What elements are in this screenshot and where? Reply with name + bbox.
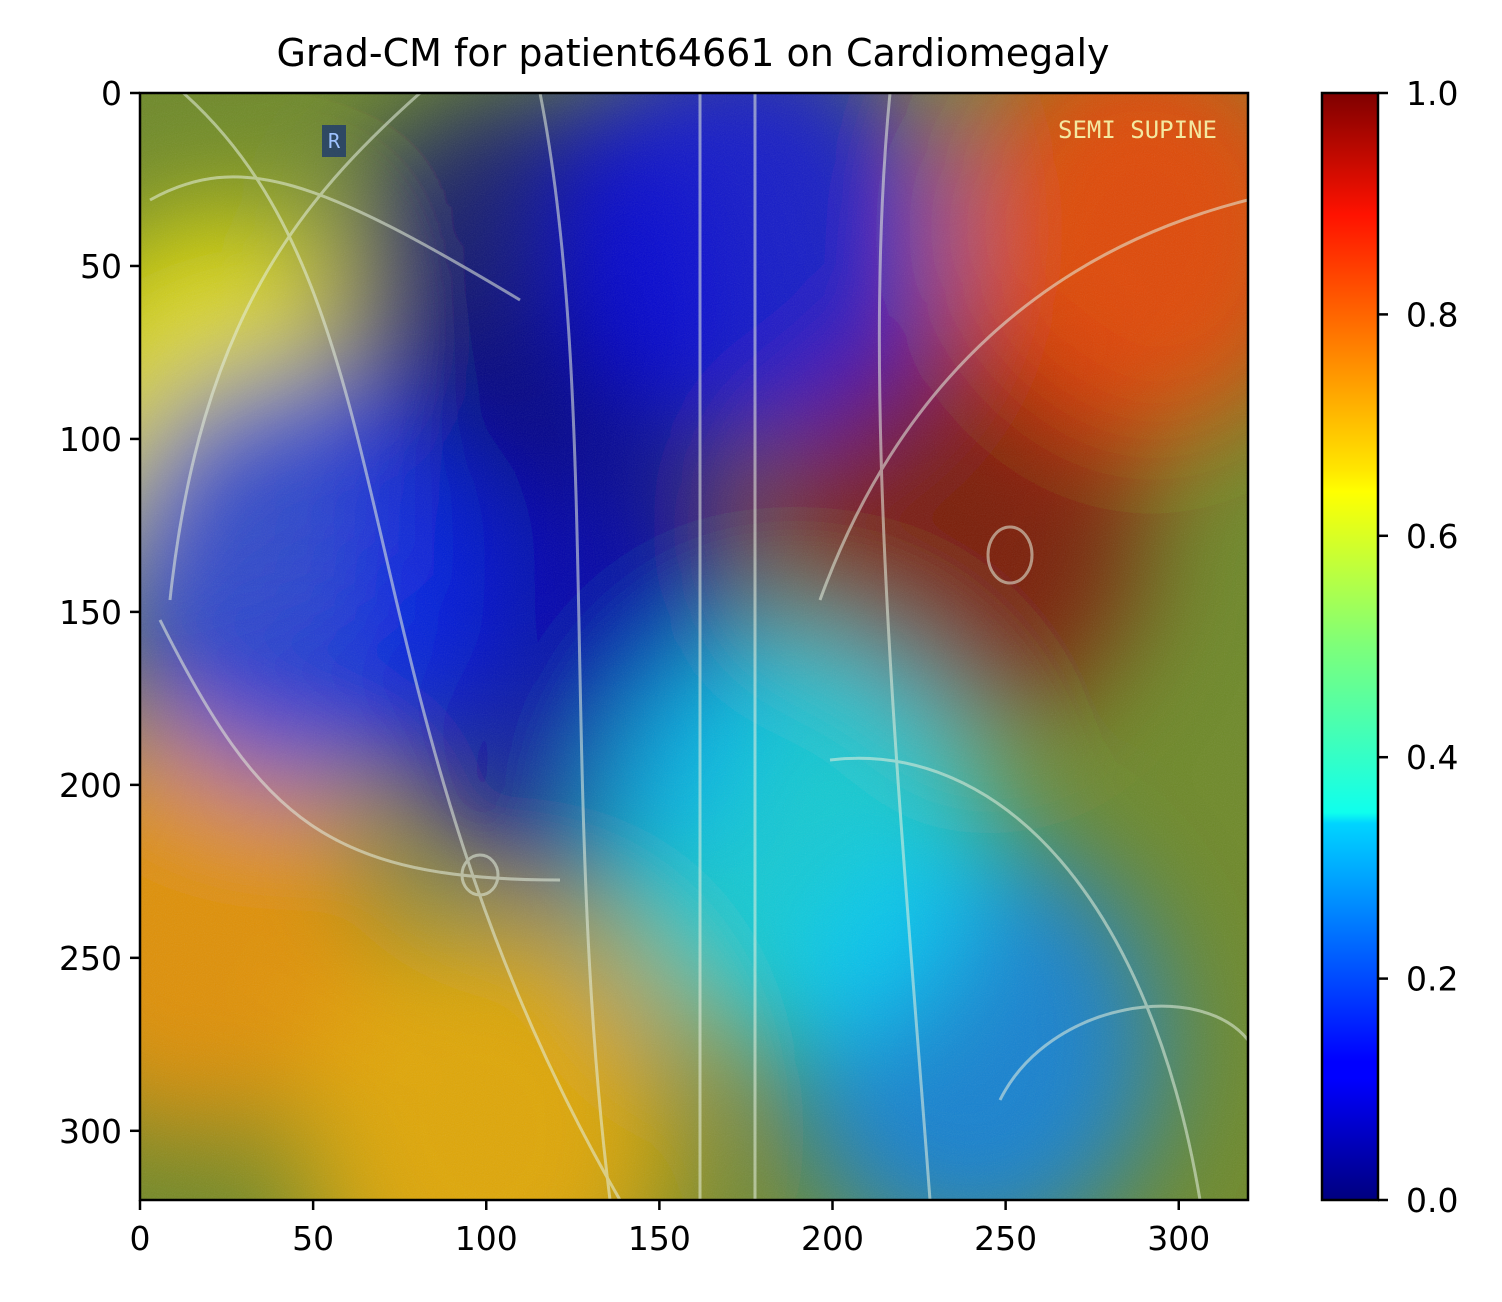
plot-frame <box>138 91 1250 1202</box>
xray-grain <box>140 93 1248 1200</box>
y-tick-label: 100 <box>59 420 122 459</box>
x-tick-label: 200 <box>801 1219 864 1258</box>
x-axis: 0 50 100 150 200 250 300 <box>130 1200 1210 1258</box>
y-tick-label: 50 <box>80 247 122 286</box>
colorbar-tick-label: 0.2 <box>1406 960 1458 999</box>
xray-position-label: SEMI SUPINE <box>1058 116 1217 144</box>
y-axis: 0 50 100 150 200 250 300 <box>59 74 140 1151</box>
x-tick-label: 50 <box>292 1219 334 1258</box>
colorbar-tick-label: 0.4 <box>1406 738 1458 777</box>
y-tick-label: 300 <box>59 1112 122 1151</box>
x-tick-label: 100 <box>455 1219 518 1258</box>
x-tick-label: 300 <box>1147 1219 1210 1258</box>
colorbar-tick-label: 0.8 <box>1406 295 1458 334</box>
y-tick-label: 200 <box>59 766 122 805</box>
colorbar-ticks: 0.0 0.2 0.4 0.6 0.8 1.0 <box>1378 74 1458 1220</box>
y-tick-label: 250 <box>59 939 122 978</box>
xray-marker-r: R <box>322 125 346 157</box>
chart-title: Grad-CM for patient64661 on Cardiomegaly <box>276 31 1109 75</box>
y-tick-label: 150 <box>59 593 122 632</box>
plot-area: R SEMI SUPINE <box>140 93 1248 1200</box>
colorbar-tick-label: 0.0 <box>1406 1181 1458 1220</box>
colorbar-tick-label: 0.6 <box>1406 517 1458 556</box>
x-tick-label: 150 <box>628 1219 691 1258</box>
x-tick-label: 250 <box>974 1219 1037 1258</box>
x-tick-label: 0 <box>130 1219 151 1258</box>
colorbar-tick-label: 1.0 <box>1406 74 1458 113</box>
y-tick-label: 0 <box>101 74 122 113</box>
xray-marker-r-text: R <box>328 129 341 153</box>
colorbar <box>1320 91 1380 1202</box>
